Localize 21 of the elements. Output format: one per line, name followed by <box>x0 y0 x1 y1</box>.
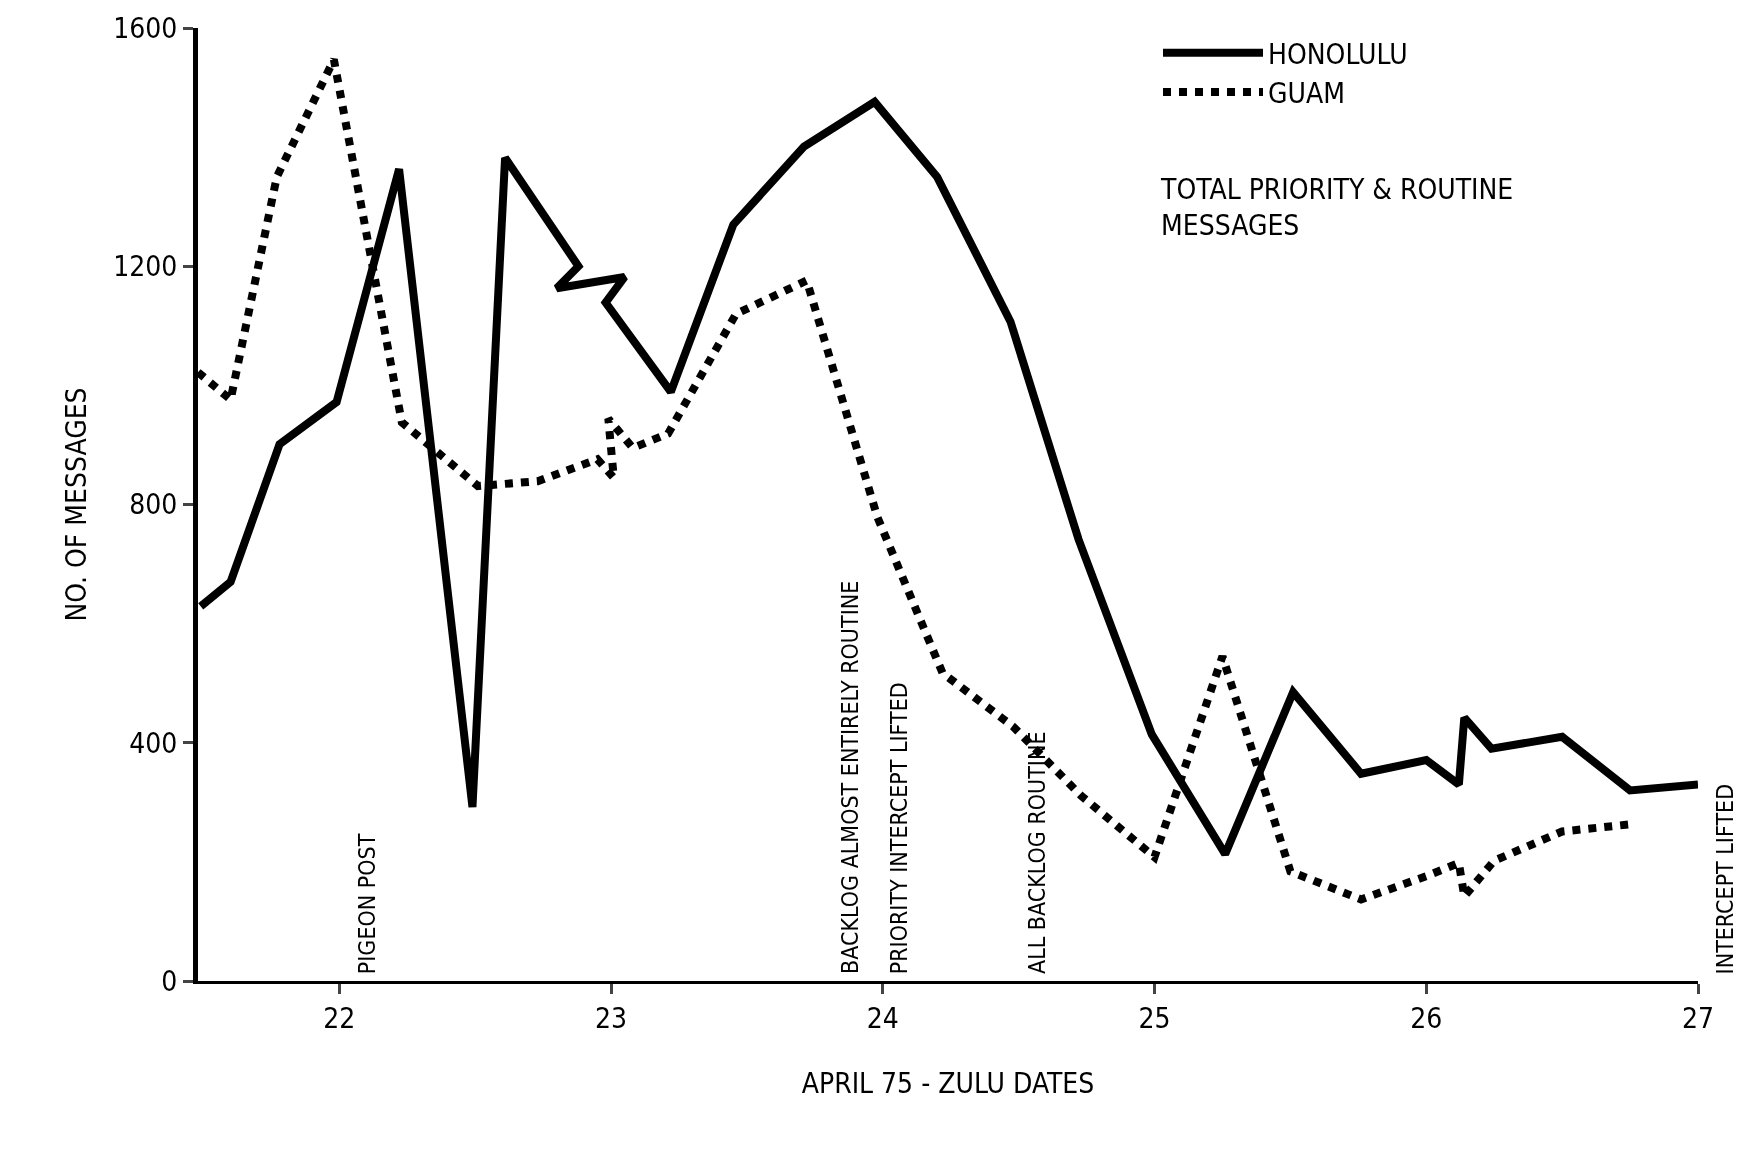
y-tick-label: 400 <box>129 726 178 760</box>
x-tick-label: 24 <box>866 1001 899 1035</box>
x-tick-label: 22 <box>323 1001 356 1035</box>
legend-label: HONOLULU <box>1268 37 1408 71</box>
y-tick-label: 1200 <box>113 250 178 284</box>
y-axis-title: NO. OF MESSAGES <box>60 387 94 622</box>
annotation: PRIORITY INTERCEPT LIFTED <box>885 682 912 975</box>
x-tick-label: 27 <box>1681 1001 1715 1035</box>
x-tick-label: 23 <box>595 1001 628 1035</box>
annotation: PIGEON POST <box>353 833 380 975</box>
annotation: ALL BACKLOG ROUTINE <box>1024 731 1051 974</box>
y-tick-label: 0 <box>161 964 178 998</box>
annotation: BACKLOG ALMOST ENTIRELY ROUTINE <box>837 580 864 974</box>
x-tick-label: 26 <box>1410 1001 1443 1035</box>
annotation: TOTAL PRIORITY & ROUTINE MESSAGES <box>1160 173 1514 243</box>
legend-label: GUAM <box>1268 77 1345 111</box>
text: INTERCEPT LIFTED <box>1711 783 1738 975</box>
x-axis-title: APRIL 75 - ZULU DATES <box>801 1066 1095 1100</box>
y-tick-label: 1600 <box>113 11 178 45</box>
x-tick-label: 25 <box>1138 1001 1171 1035</box>
y-tick-label: 800 <box>129 488 178 522</box>
